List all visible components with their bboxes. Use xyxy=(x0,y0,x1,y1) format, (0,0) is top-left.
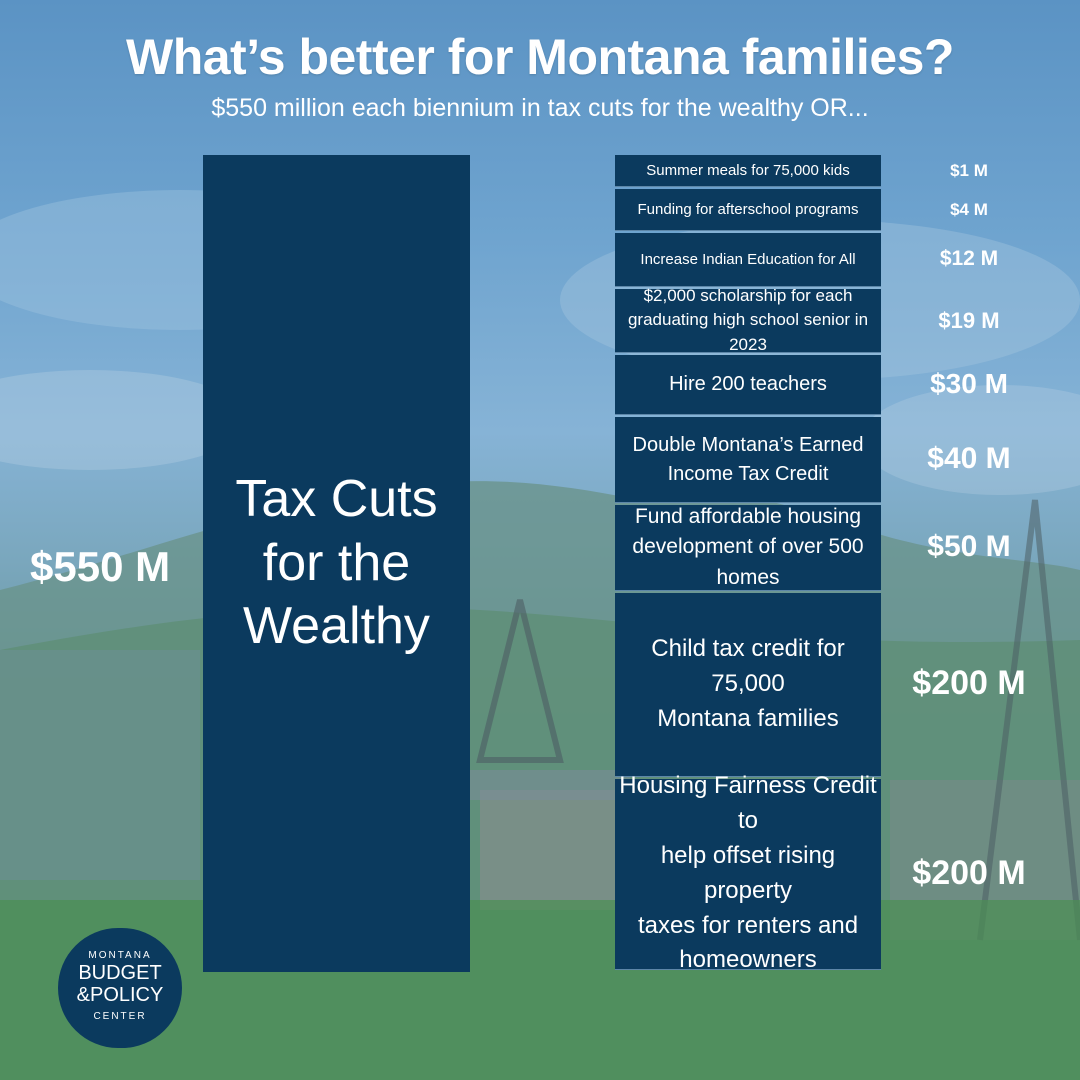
alternative-label-5: Hire 200 teachers xyxy=(669,373,827,395)
alternative-bar-1: Summer meals for 75,000 kids xyxy=(615,155,881,187)
alternative-label-8: Child tax credit for 75,000 Montana fami… xyxy=(651,635,845,732)
alternative-value-label-1: $1 M xyxy=(950,160,988,180)
alternative-value-label-8: $200 M xyxy=(912,664,1026,703)
alternative-value-label-4: $19 M xyxy=(938,307,1000,333)
alternative-value-label-9: $200 M xyxy=(912,853,1026,892)
alternative-bar-7: Fund affordable housing development of o… xyxy=(615,505,881,591)
tax-cuts-bar-label: Tax Cuts for the Wealthy xyxy=(235,469,438,656)
alternative-bar-4: $2,000 scholarship for each graduating h… xyxy=(615,286,881,354)
alternative-label-2: Funding for afterschool programs xyxy=(637,200,859,218)
logo-text-top: MONTANA xyxy=(88,950,152,961)
alternative-label-3: Increase Indian Education for All xyxy=(640,250,856,268)
alternative-label-1: Summer meals for 75,000 kids xyxy=(646,161,850,179)
alternative-value-label-5: $30 M xyxy=(930,368,1008,400)
alternative-label-4: $2,000 scholarship for each graduating h… xyxy=(627,285,869,354)
alternative-bar-6: Double Montana’s Earned Income Tax Credi… xyxy=(615,417,881,503)
alternative-label-6: Double Montana’s Earned Income Tax Credi… xyxy=(632,433,864,485)
logo-text-middle: BUDGET &POLICY xyxy=(76,962,164,1006)
logo-text-bottom: CENTER xyxy=(93,1011,147,1022)
alternative-value-label-2: $4 M xyxy=(950,199,988,219)
alternative-bar-3: Increase Indian Education for All xyxy=(615,233,881,287)
montana-budget-policy-center-logo: MONTANA BUDGET &POLICY CENTER xyxy=(58,928,182,1048)
alternative-value-label-6: $40 M xyxy=(927,442,1011,475)
alternative-label-9: Housing Fairness Credit to help offset r… xyxy=(619,772,877,974)
alternative-bar-8: Child tax credit for 75,000 Montana fami… xyxy=(615,593,881,777)
alternative-value-label-7: $50 M xyxy=(927,530,1011,563)
page-subtitle: $550 million each biennium in tax cuts f… xyxy=(211,94,869,122)
tax-cuts-value-label: $550 M xyxy=(30,543,171,591)
page-title: What’s better for Montana families? xyxy=(126,29,954,85)
alternative-bar-2: Funding for afterschool programs xyxy=(615,189,881,231)
tax-cuts-bar: Tax Cuts for the Wealthy xyxy=(203,155,470,972)
alternative-value-label-3: $12 M xyxy=(939,247,999,271)
alternative-bar-5: Hire 200 teachers xyxy=(615,355,881,415)
alternative-label-7: Fund affordable housing development of o… xyxy=(632,504,864,589)
alternative-bar-9: Housing Fairness Credit to help offset r… xyxy=(615,772,881,973)
